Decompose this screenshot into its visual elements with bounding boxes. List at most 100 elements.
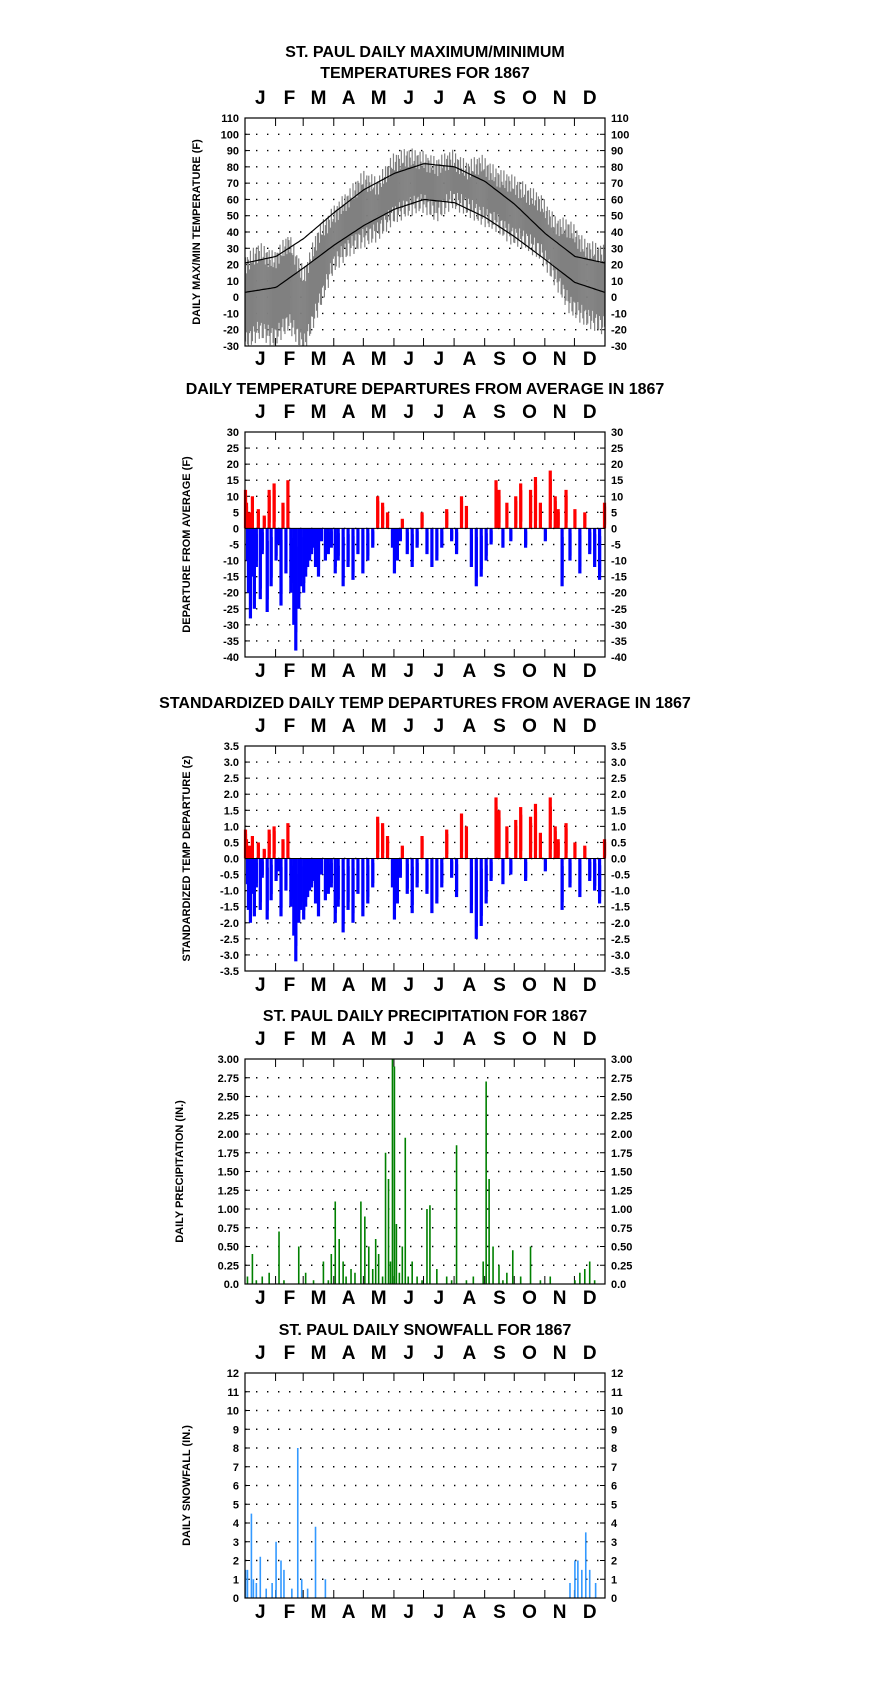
bar-fill-depart bbox=[446, 512, 449, 526]
bar-snow-day-338 bbox=[577, 1560, 579, 1598]
y-tick-label-left: -30 bbox=[223, 620, 239, 632]
bar-fill-depart bbox=[335, 535, 337, 567]
y-tick-label-right: 0.50 bbox=[611, 1242, 632, 1254]
y-tick-label-left: 30 bbox=[227, 427, 239, 439]
y-tick-label-right: 3 bbox=[611, 1537, 617, 1549]
bar-depart-day-7 bbox=[249, 528, 254, 577]
bar-fill-depart bbox=[562, 537, 564, 578]
bar-precip-day-55 bbox=[297, 1246, 300, 1284]
month-label-top: A bbox=[463, 1029, 477, 1050]
month-label-bottom: A bbox=[342, 975, 356, 996]
month-label-top: J bbox=[434, 1343, 445, 1364]
month-label-bottom: M bbox=[371, 975, 387, 996]
month-label-bottom: F bbox=[284, 661, 296, 682]
bar-precip-day-80 bbox=[322, 1261, 325, 1284]
bar-fill-depart bbox=[506, 506, 509, 525]
month-label-top: S bbox=[493, 716, 506, 737]
y-tick-label-right: 30 bbox=[611, 427, 623, 439]
bar-snow-day-28 bbox=[271, 1583, 273, 1598]
y-tick-label-left: 2.25 bbox=[218, 1110, 239, 1122]
y-tick-label-left: 2 bbox=[233, 1556, 239, 1568]
y-tick-label-left: 0 bbox=[233, 523, 239, 535]
y-tick-label-left: 25 bbox=[227, 443, 239, 455]
month-label-bottom: N bbox=[553, 349, 567, 370]
month-label-bottom: M bbox=[311, 661, 327, 682]
month-label-bottom: O bbox=[522, 1288, 537, 1309]
plot-frame bbox=[244, 1372, 606, 1599]
bar-snow-day-12 bbox=[255, 1583, 258, 1598]
bar-precip-day-166 bbox=[407, 1276, 410, 1284]
bar-precip-day-112 bbox=[354, 1272, 356, 1284]
bar-fill-depart bbox=[498, 495, 501, 523]
bar-fill-depart bbox=[328, 532, 330, 551]
bar-stdz-day-355 bbox=[593, 858, 597, 891]
month-label-bottom: M bbox=[371, 1602, 387, 1623]
bar-fill-stdz bbox=[558, 842, 560, 856]
month-label-bottom: M bbox=[311, 349, 327, 370]
bar-fill-depart bbox=[574, 512, 577, 526]
bar-fill-stdz bbox=[271, 864, 273, 895]
y-tick-label-right: 0.75 bbox=[611, 1223, 632, 1235]
bar-fill-depart bbox=[278, 530, 280, 543]
month-label-top: J bbox=[255, 716, 266, 737]
month-label-top: M bbox=[371, 716, 387, 737]
y-tick-label-left: 1.50 bbox=[218, 1167, 239, 1179]
y-tick-label-left: 3.0 bbox=[224, 757, 239, 769]
bar-fill-depart bbox=[357, 532, 360, 551]
bar-fill-stdz bbox=[498, 817, 501, 852]
month-label-top: D bbox=[583, 88, 597, 109]
month-label-top: J bbox=[434, 88, 445, 109]
bar-fill-stdz bbox=[335, 868, 337, 914]
chart-temp: ST. PAUL DAILY MAXIMUM/MINIMUM TEMPERATUR… bbox=[191, 44, 629, 370]
month-label-bottom: J bbox=[403, 661, 414, 682]
month-label-top: M bbox=[371, 1029, 387, 1050]
bar-precip-day-175 bbox=[416, 1276, 418, 1284]
y-axis-label: DEPARTURE FROM AVERAGE (F) bbox=[181, 456, 193, 633]
y-tick-label-left: 1.75 bbox=[218, 1148, 239, 1160]
bar-precip-day-232 bbox=[472, 1276, 475, 1284]
bar-fill-stdz bbox=[377, 822, 380, 853]
month-label-top: M bbox=[371, 402, 387, 423]
bar-fill-depart bbox=[394, 535, 397, 567]
bar-precip-day-140 bbox=[381, 1276, 384, 1284]
y-tick-label-right: -5 bbox=[611, 540, 621, 552]
month-label-top: N bbox=[553, 88, 567, 109]
bar-fill-stdz bbox=[331, 862, 333, 884]
bar-fill-depart bbox=[282, 506, 285, 525]
month-label-top: M bbox=[311, 1029, 327, 1050]
y-tick-label-right: 30 bbox=[611, 243, 623, 255]
bar-snow-day-54 bbox=[296, 1448, 299, 1598]
bar-snow-day-32 bbox=[275, 1541, 277, 1598]
bar-fill-stdz bbox=[249, 847, 252, 857]
month-label-bottom: N bbox=[553, 1602, 567, 1623]
bar-fill-stdz bbox=[422, 839, 424, 856]
month-label-bottom: M bbox=[311, 1288, 327, 1309]
bar-precip-day-355 bbox=[593, 1280, 596, 1284]
month-label-top: D bbox=[583, 1029, 597, 1050]
y-tick-label-left: -2.5 bbox=[220, 934, 239, 946]
plot-frame bbox=[244, 117, 606, 347]
bar-fill-depart bbox=[252, 501, 254, 524]
bar-fill-depart bbox=[407, 532, 409, 551]
y-tick-label-right: 80 bbox=[611, 162, 623, 174]
bar-depart-day-318 bbox=[556, 509, 560, 529]
bar-precip-day-18 bbox=[261, 1276, 264, 1284]
month-label-top: N bbox=[553, 716, 567, 737]
y-tick-label-left: 2.00 bbox=[218, 1129, 239, 1141]
bar-fill-stdz bbox=[362, 867, 365, 908]
bar-precip-day-188 bbox=[429, 1205, 431, 1284]
y-tick-label-right: 20 bbox=[611, 459, 623, 471]
bar-fill-depart bbox=[254, 540, 256, 597]
month-label-top: N bbox=[553, 402, 567, 423]
y-tick-label-left: -35 bbox=[223, 636, 239, 648]
month-label-bottom: A bbox=[463, 1602, 477, 1623]
month-label-top: A bbox=[342, 88, 356, 109]
bar-fill-stdz bbox=[397, 865, 399, 897]
bar-fill-depart bbox=[584, 514, 587, 527]
bar-precip-day-266 bbox=[506, 1272, 508, 1284]
bar-fill-depart bbox=[461, 501, 464, 524]
bar-precip-day-70 bbox=[312, 1280, 315, 1284]
bar-fill-depart bbox=[274, 490, 276, 522]
chart-precip: ST. PAUL DAILY PRECIPITATION FOR 1867JJF… bbox=[174, 1008, 632, 1309]
